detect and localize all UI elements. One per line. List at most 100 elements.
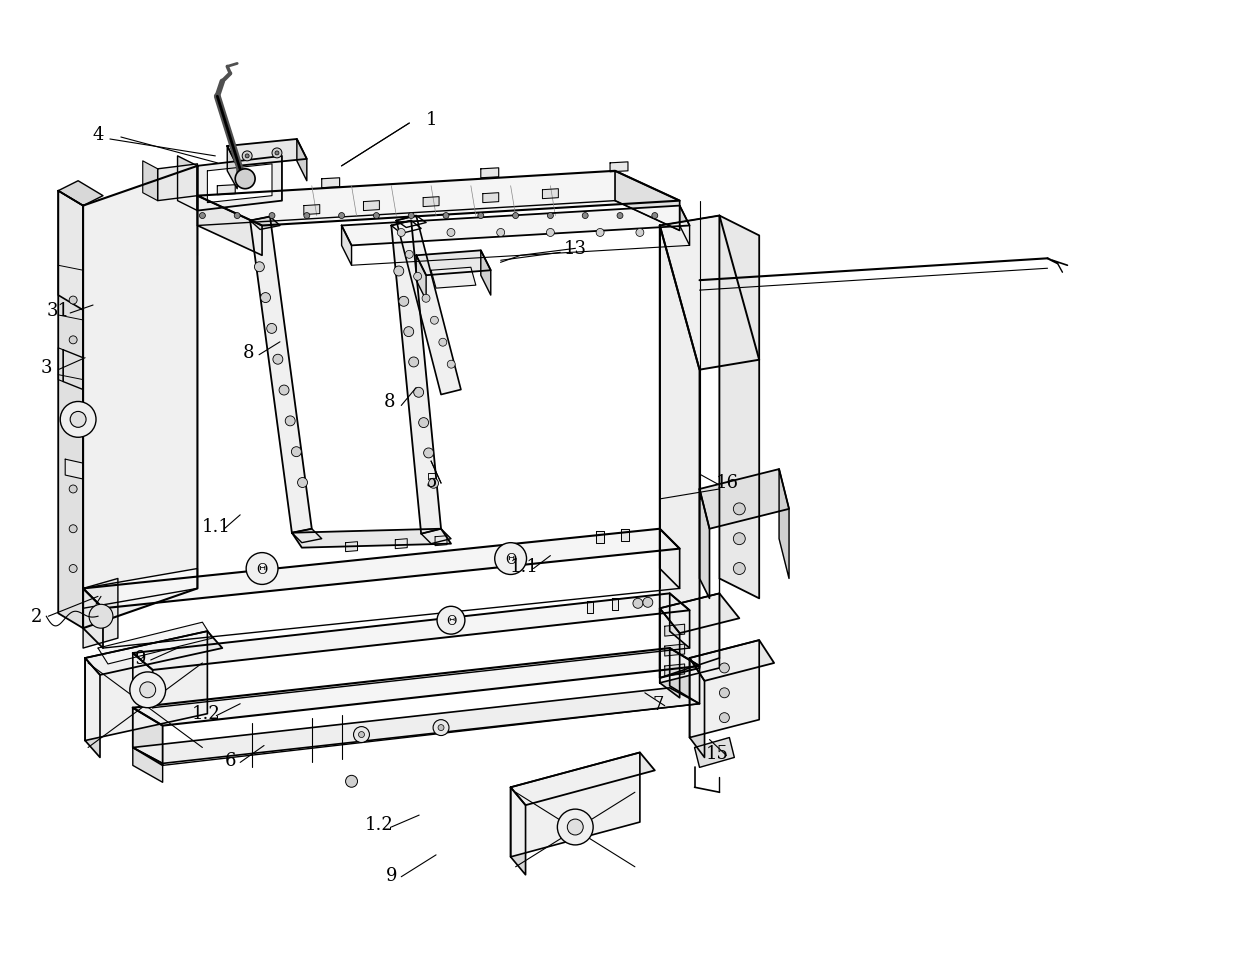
Polygon shape bbox=[83, 589, 103, 648]
Circle shape bbox=[272, 149, 281, 159]
Circle shape bbox=[69, 297, 77, 304]
Circle shape bbox=[267, 324, 277, 334]
Polygon shape bbox=[665, 644, 684, 656]
Circle shape bbox=[433, 720, 449, 735]
Text: 5: 5 bbox=[425, 473, 436, 490]
Text: 13: 13 bbox=[564, 240, 587, 258]
Circle shape bbox=[443, 213, 449, 219]
Polygon shape bbox=[207, 165, 272, 203]
Polygon shape bbox=[197, 197, 262, 256]
Polygon shape bbox=[227, 140, 306, 167]
Polygon shape bbox=[392, 221, 441, 534]
Polygon shape bbox=[660, 529, 680, 589]
Polygon shape bbox=[699, 489, 709, 599]
Polygon shape bbox=[660, 226, 699, 678]
Circle shape bbox=[429, 479, 439, 488]
Circle shape bbox=[414, 388, 424, 398]
Circle shape bbox=[497, 230, 505, 237]
Circle shape bbox=[69, 565, 77, 573]
Circle shape bbox=[719, 688, 729, 698]
Polygon shape bbox=[296, 140, 306, 181]
Polygon shape bbox=[689, 658, 704, 758]
Polygon shape bbox=[86, 632, 222, 675]
Polygon shape bbox=[304, 205, 320, 215]
Polygon shape bbox=[397, 216, 461, 395]
Polygon shape bbox=[511, 788, 526, 875]
Circle shape bbox=[568, 819, 583, 835]
Polygon shape bbox=[435, 536, 446, 547]
Polygon shape bbox=[98, 622, 212, 665]
Text: 6: 6 bbox=[224, 752, 236, 769]
Text: 8: 8 bbox=[383, 393, 396, 411]
Polygon shape bbox=[143, 162, 157, 202]
Circle shape bbox=[275, 152, 279, 156]
Polygon shape bbox=[63, 351, 83, 391]
Text: 4: 4 bbox=[92, 126, 104, 143]
Polygon shape bbox=[694, 737, 734, 767]
Polygon shape bbox=[58, 192, 83, 311]
Polygon shape bbox=[197, 172, 680, 226]
Circle shape bbox=[304, 213, 310, 219]
Text: Θ: Θ bbox=[257, 562, 268, 576]
Text: 31: 31 bbox=[47, 301, 69, 320]
Polygon shape bbox=[417, 251, 491, 276]
Polygon shape bbox=[83, 167, 197, 629]
Polygon shape bbox=[346, 542, 357, 552]
Polygon shape bbox=[133, 688, 699, 764]
Text: 1.1: 1.1 bbox=[202, 517, 231, 535]
Circle shape bbox=[291, 448, 301, 457]
Polygon shape bbox=[615, 172, 680, 232]
Circle shape bbox=[236, 170, 255, 190]
Polygon shape bbox=[588, 602, 593, 613]
Polygon shape bbox=[613, 599, 618, 610]
Circle shape bbox=[557, 809, 593, 845]
Circle shape bbox=[438, 725, 444, 731]
Circle shape bbox=[583, 213, 588, 219]
Polygon shape bbox=[689, 641, 774, 681]
Polygon shape bbox=[157, 165, 197, 202]
Polygon shape bbox=[481, 169, 498, 178]
Polygon shape bbox=[83, 578, 118, 648]
Polygon shape bbox=[779, 470, 789, 578]
Polygon shape bbox=[680, 206, 689, 246]
Polygon shape bbox=[66, 459, 83, 480]
Circle shape bbox=[397, 230, 405, 237]
Circle shape bbox=[140, 682, 156, 698]
Circle shape bbox=[733, 533, 745, 546]
Circle shape bbox=[69, 336, 77, 344]
Circle shape bbox=[719, 664, 729, 673]
Circle shape bbox=[719, 713, 729, 723]
Circle shape bbox=[69, 525, 77, 533]
Circle shape bbox=[424, 449, 434, 458]
Circle shape bbox=[446, 230, 455, 237]
Circle shape bbox=[89, 605, 113, 629]
Polygon shape bbox=[621, 529, 629, 541]
Circle shape bbox=[242, 152, 252, 162]
Circle shape bbox=[298, 478, 308, 488]
Polygon shape bbox=[197, 157, 281, 211]
Text: Θ: Θ bbox=[446, 614, 456, 627]
Circle shape bbox=[419, 419, 429, 428]
Circle shape bbox=[269, 213, 275, 219]
Polygon shape bbox=[670, 594, 689, 648]
Text: 1.1: 1.1 bbox=[510, 557, 539, 575]
Polygon shape bbox=[133, 748, 162, 783]
Text: 8: 8 bbox=[242, 343, 254, 361]
Polygon shape bbox=[133, 653, 153, 708]
Polygon shape bbox=[417, 256, 427, 300]
Circle shape bbox=[430, 317, 439, 325]
Circle shape bbox=[71, 412, 86, 428]
Text: 15: 15 bbox=[706, 745, 729, 763]
Circle shape bbox=[547, 213, 553, 219]
Polygon shape bbox=[341, 206, 689, 246]
Circle shape bbox=[618, 213, 622, 219]
Polygon shape bbox=[660, 216, 759, 370]
Text: 9: 9 bbox=[386, 866, 397, 884]
Polygon shape bbox=[719, 216, 759, 599]
Circle shape bbox=[408, 213, 414, 219]
Polygon shape bbox=[86, 658, 100, 758]
Circle shape bbox=[373, 213, 379, 219]
Text: 1.2: 1.2 bbox=[365, 815, 394, 833]
Polygon shape bbox=[432, 268, 476, 289]
Polygon shape bbox=[83, 529, 680, 609]
